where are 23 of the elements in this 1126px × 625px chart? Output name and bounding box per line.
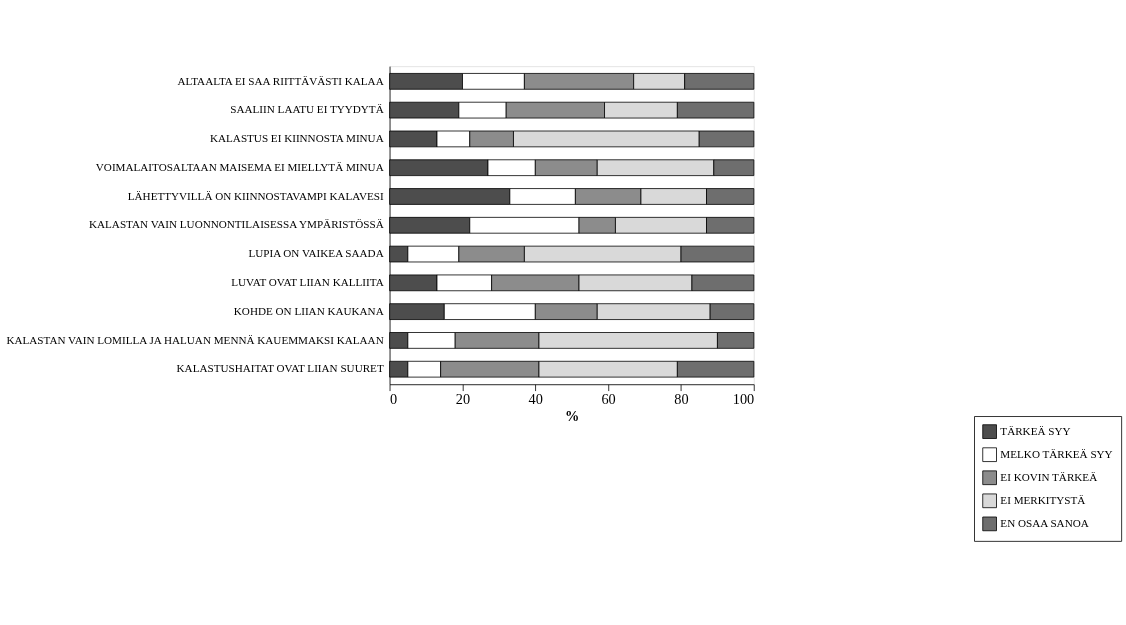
y-tick-label: KALASTUSHAITAT OVAT LIIAN SUURET <box>176 362 384 375</box>
y-tick-label: LÄHETTYVILLÄ ON KIINNOSTAVAMPI KALAVESI <box>127 189 384 202</box>
y-tick-label: KALASTAN VAIN LUONNONTILAISESSA YMPÄRISTÖSSÄ <box>89 218 384 231</box>
y-tick-label: ALTAALTA EI SAA RIITTÄVÄSTI KALAA <box>177 74 384 87</box>
y-tick-label: KALASTAN VAIN LOMILLA JA HALUAN MENNÄ KAUEMMAKSI KALAAN <box>6 333 384 346</box>
legend-label: EI MERKITYSTÄ <box>1000 493 1086 506</box>
legend-label: MELKO TÄRKEÄ SYY <box>1000 447 1113 460</box>
y-tick-label: LUVAT OVAT LIIAN KALLIITA <box>231 276 384 289</box>
x-axis-title: % <box>565 408 580 425</box>
x-tick-label: 20 <box>455 390 471 407</box>
y-tick-label: KALASTUS EI KIINNOSTA MINUA <box>209 132 384 145</box>
y-tick-label: KOHDE ON LIIAN KAUKANA <box>233 304 384 317</box>
y-tick-label: LUPIA ON VAIKEA SAADA <box>248 247 384 260</box>
y-tick-label: VOIMALAITOSALTAAN MAISEMA EI MIELLYTÄ MINUA <box>95 160 384 173</box>
y-tick-label: SAALIIN LAATU EI TYYDYTÄ <box>230 103 384 116</box>
legend-label: EN OSAA SANOA <box>1000 517 1089 530</box>
legend-label: EI KOVIN TÄRKEÄ <box>1000 470 1098 483</box>
x-tick-label: 100 <box>732 390 755 407</box>
legend-label: TÄRKEÄ SYY <box>1000 424 1071 437</box>
x-tick-label: 40 <box>528 390 543 407</box>
x-tick-label: 80 <box>674 390 689 407</box>
x-tick-label: 60 <box>601 390 616 407</box>
x-tick-label: 0 <box>390 390 398 407</box>
